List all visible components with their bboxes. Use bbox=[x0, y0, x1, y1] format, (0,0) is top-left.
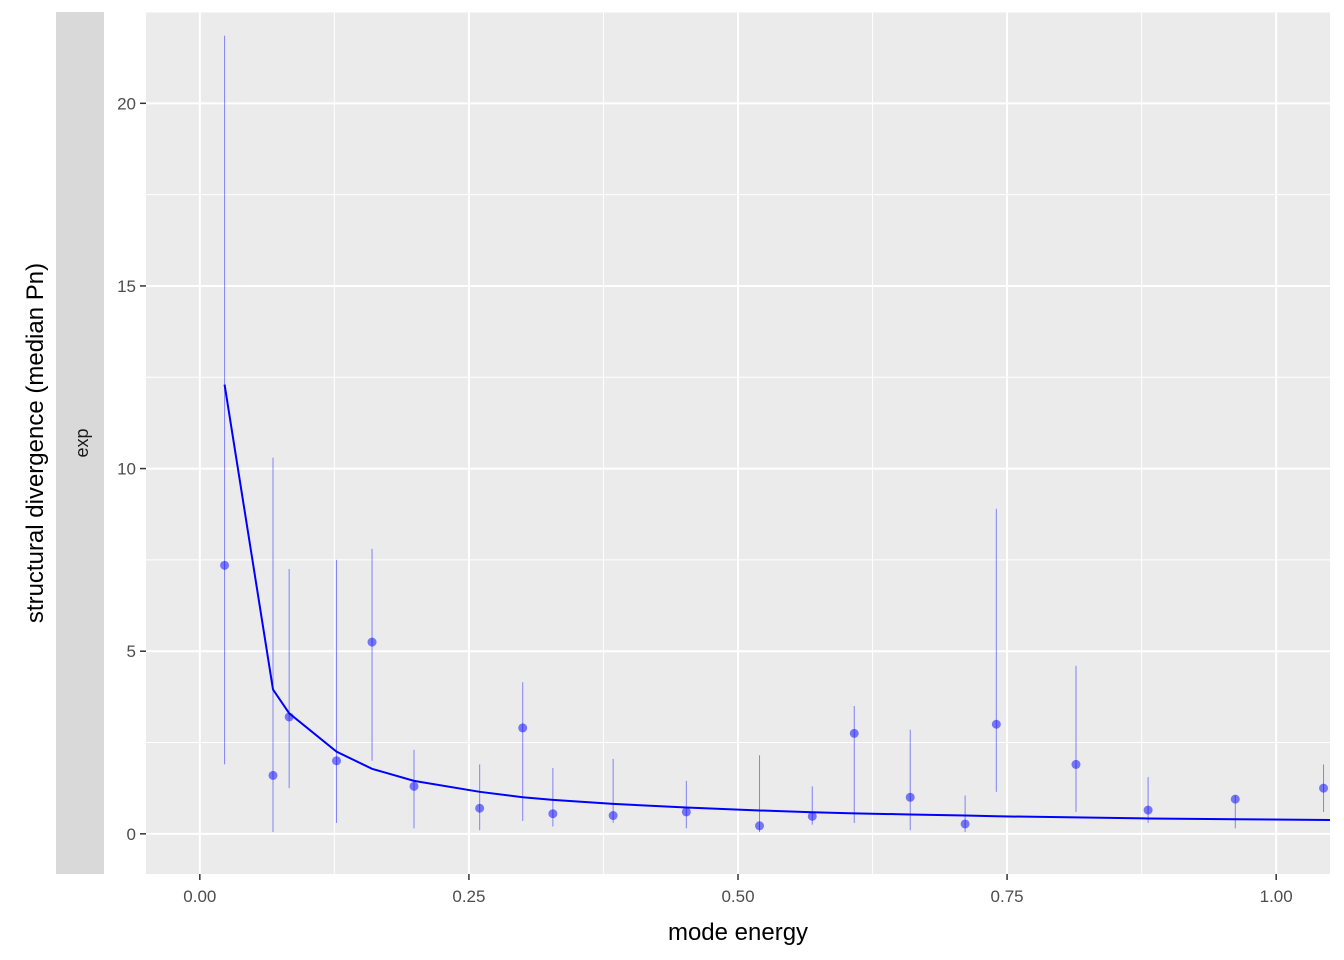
facet-strip-label: exp bbox=[72, 428, 92, 457]
y-axis-ticks: 0 5 10 15 20 bbox=[117, 94, 146, 844]
data-point bbox=[1071, 759, 1081, 769]
x-tick-label: 0.25 bbox=[452, 887, 485, 906]
data-point bbox=[807, 811, 817, 821]
data-point bbox=[849, 728, 859, 738]
y-tick-label: 10 bbox=[117, 460, 136, 479]
data-point bbox=[409, 781, 419, 791]
data-points bbox=[220, 560, 1329, 831]
y-tick-label: 20 bbox=[117, 94, 136, 113]
data-point bbox=[548, 809, 558, 819]
data-point bbox=[960, 819, 970, 829]
data-point bbox=[518, 723, 528, 733]
data-point bbox=[1319, 783, 1329, 793]
y-tick-label: 15 bbox=[117, 277, 136, 296]
data-point bbox=[1143, 805, 1153, 815]
data-point bbox=[268, 770, 278, 780]
x-axis-title: mode energy bbox=[668, 919, 808, 946]
x-tick-label: 0.50 bbox=[721, 887, 754, 906]
x-tick-label: 0.00 bbox=[183, 887, 216, 906]
x-axis-ticks: 0.00 0.25 0.50 0.75 1.00 bbox=[183, 874, 1293, 906]
major-gridlines bbox=[146, 12, 1330, 874]
data-point bbox=[475, 803, 485, 813]
x-tick-label: 0.75 bbox=[991, 887, 1024, 906]
y-tick-label: 0 bbox=[127, 825, 136, 844]
data-point bbox=[681, 807, 691, 817]
y-axis-title: structural divergence (median Pn) bbox=[22, 263, 49, 623]
data-point bbox=[991, 719, 1001, 729]
data-point bbox=[608, 811, 618, 821]
data-point bbox=[332, 756, 342, 766]
data-point bbox=[1230, 794, 1240, 804]
strip-background bbox=[56, 12, 104, 874]
data-point bbox=[284, 712, 294, 722]
x-tick-label: 1.00 bbox=[1260, 887, 1293, 906]
data-point bbox=[220, 560, 230, 570]
data-point bbox=[367, 637, 377, 647]
data-point bbox=[905, 792, 915, 802]
data-point bbox=[755, 821, 765, 831]
y-tick-label: 5 bbox=[127, 642, 136, 661]
